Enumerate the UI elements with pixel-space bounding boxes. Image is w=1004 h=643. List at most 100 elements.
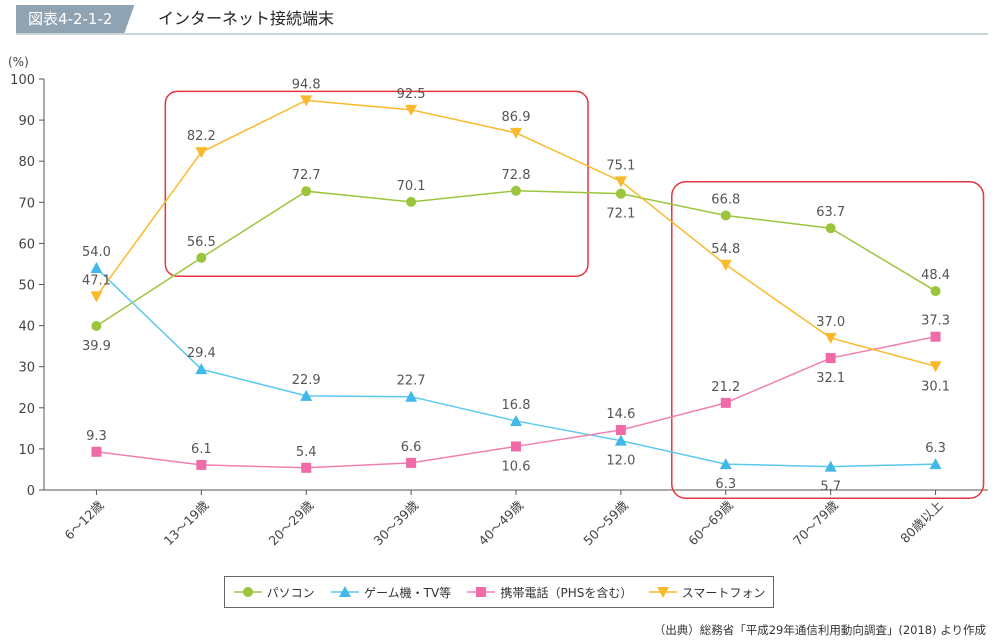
data-point xyxy=(614,176,627,188)
x-tick-label: 40～49歳 xyxy=(475,497,526,548)
x-tick-label: 30～39歳 xyxy=(370,497,421,548)
data-label: 54.0 xyxy=(82,245,111,260)
data-label: 9.3 xyxy=(86,429,107,444)
data-label: 39.9 xyxy=(82,339,111,354)
data-label: 32.1 xyxy=(816,371,845,386)
data-point xyxy=(196,252,207,263)
data-point xyxy=(338,586,351,597)
legend-swatch xyxy=(233,587,262,597)
data-label: 6.1 xyxy=(191,442,212,457)
line-chart: (%) 0 10 20 30 40 50 60 70 80 90 100 6～12歳 13～19歳 20～2… xyxy=(8,55,988,548)
data-point xyxy=(511,185,521,196)
figure-header: 図表4-2-1-2 インターネット接続端末 xyxy=(0,0,1004,36)
data-point xyxy=(242,587,253,597)
data-point xyxy=(510,127,522,139)
data-point xyxy=(930,286,941,297)
series-4: 47.1 82.2 94.8 92.5 86.9 75.1 54.8 37.0 30.1 xyxy=(82,77,950,394)
data-label: 92.5 xyxy=(397,87,426,102)
data-label: 29.4 xyxy=(187,346,216,361)
data-point xyxy=(195,147,208,159)
data-label: 30.1 xyxy=(921,379,950,394)
legend-swatch xyxy=(330,586,359,597)
highlight-box-13-49 xyxy=(164,90,589,278)
legend-item-3: 携帯電話（PHSを含む） xyxy=(466,584,632,601)
data-point xyxy=(405,104,418,116)
legend-label: パソコン xyxy=(266,585,315,600)
legend-item-2: ゲーム機・TV等 xyxy=(330,584,451,601)
figure-title: インターネット接続端末 xyxy=(158,9,335,28)
data-point xyxy=(91,321,102,332)
series-line xyxy=(96,190,936,327)
x-tick-label: 70～79歳 xyxy=(790,497,841,548)
data-point xyxy=(406,196,417,207)
data-label: 86.9 xyxy=(502,110,531,125)
y-tick-label: 10 xyxy=(18,443,35,458)
y-tick-label: 40 xyxy=(18,320,35,335)
data-point xyxy=(930,331,941,342)
legend-item-1: パソコン xyxy=(233,584,315,601)
data-label: 72.7 xyxy=(292,168,321,183)
x-tick-label: 50～59歳 xyxy=(580,497,631,548)
data-point xyxy=(615,424,626,435)
source-note: （出典）総務省「平成29年通信利用動向調査」(2018) より作成 xyxy=(653,623,986,637)
legend-item-4: スマートフォン xyxy=(648,584,766,601)
data-point xyxy=(824,332,837,344)
data-point xyxy=(929,361,942,373)
data-label: 14.6 xyxy=(606,407,635,422)
y-axis-unit: (%) xyxy=(8,55,29,69)
data-label: 5.7 xyxy=(820,480,841,495)
data-point xyxy=(511,441,521,452)
legend-swatch xyxy=(467,587,496,597)
data-point xyxy=(719,458,732,470)
header-rule xyxy=(16,33,988,35)
data-point xyxy=(406,457,417,468)
data-label: 5.4 xyxy=(296,445,317,460)
data-point xyxy=(615,188,626,199)
data-point xyxy=(300,95,313,107)
data-point xyxy=(196,459,207,470)
data-point xyxy=(824,460,837,472)
data-point xyxy=(720,397,731,408)
data-label: 6.3 xyxy=(715,477,736,492)
data-point xyxy=(825,353,836,364)
x-tick-label: 80歳以上 xyxy=(897,498,945,546)
legend-label: ゲーム機・TV等 xyxy=(363,585,452,600)
data-label: 82.2 xyxy=(187,129,216,144)
data-label: 10.6 xyxy=(502,459,531,474)
data-point xyxy=(300,389,313,401)
y-tick-label: 30 xyxy=(18,361,35,376)
x-tick-label: 60～69歳 xyxy=(685,497,736,548)
y-tick-label: 60 xyxy=(18,237,35,252)
data-point xyxy=(825,223,836,234)
data-point xyxy=(90,291,103,303)
y-tick-label: 70 xyxy=(18,196,35,211)
data-point xyxy=(510,414,522,426)
y-tick-label: 50 xyxy=(18,279,35,294)
data-label: 75.1 xyxy=(606,158,635,173)
data-point xyxy=(720,210,731,221)
data-label: 6.3 xyxy=(925,441,946,456)
y-tick-label: 20 xyxy=(18,402,35,417)
legend-swatch xyxy=(648,587,677,598)
data-label: 72.8 xyxy=(502,168,531,183)
data-label: 16.8 xyxy=(502,398,531,413)
data-point xyxy=(195,363,208,375)
legend-label: スマートフォン xyxy=(681,585,766,600)
legend-label: 携帯電話（PHSを含む） xyxy=(500,585,633,600)
data-point xyxy=(929,458,942,470)
data-label: 48.4 xyxy=(921,268,950,283)
data-point xyxy=(301,186,312,197)
chart-legend: パソコン ゲーム機・TV等 携帯電話（PHSを含む） スマートフォン xyxy=(224,576,774,608)
data-point xyxy=(476,587,487,597)
data-label: 63.7 xyxy=(816,205,845,220)
data-point xyxy=(405,390,418,402)
y-tick-label: 100 xyxy=(10,73,35,88)
data-label: 94.8 xyxy=(292,77,321,92)
data-label: 22.7 xyxy=(397,374,426,389)
data-point xyxy=(90,262,103,274)
data-label: 56.5 xyxy=(187,235,216,250)
data-label: 70.1 xyxy=(397,179,426,194)
y-tick-label: 0 xyxy=(27,484,35,499)
data-point xyxy=(614,434,627,446)
x-tick-label: 6～12歳 xyxy=(61,497,107,543)
